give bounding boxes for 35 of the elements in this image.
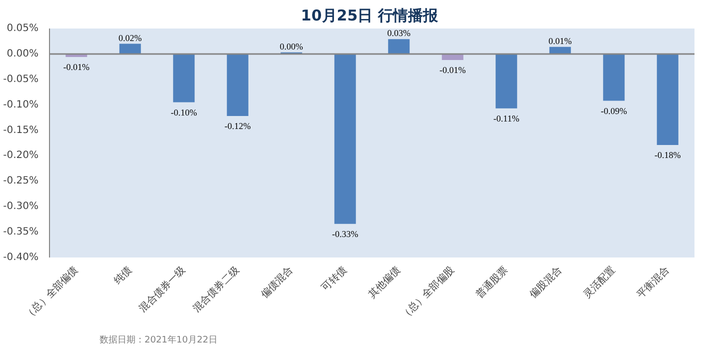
y-tick-label: -0.40% <box>3 252 39 263</box>
x-tick-label: （总）全部偏债 <box>22 264 80 322</box>
x-tick-label: 普通股票 <box>473 264 510 301</box>
data-label: 0.03% <box>387 28 411 38</box>
data-label: -0.09% <box>600 106 628 116</box>
data-label: -0.18% <box>654 150 682 160</box>
data-label: -0.01% <box>440 65 466 76</box>
y-tick-label: -0.25% <box>3 176 39 187</box>
data-label: -0.11% <box>493 113 520 124</box>
x-tick-label: 纯债 <box>111 264 134 287</box>
y-tick-label: -0.10% <box>3 99 39 110</box>
y-tick-label: -0.05% <box>3 74 39 85</box>
data-label: -0.10% <box>170 107 198 118</box>
x-tick-label: 偏债混合 <box>258 264 296 301</box>
data-label: -0.33% <box>332 228 359 239</box>
x-tick-label: 混合债券二级 <box>190 264 242 315</box>
text: 数据日期：2021年10月22日 <box>100 334 218 346</box>
y-tick-label: -0.15% <box>3 124 39 136</box>
x-tick-label: 混合债券一级 <box>136 264 188 315</box>
data-label: -0.01% <box>63 62 90 72</box>
data-label: -0.12% <box>224 121 252 132</box>
y-tick-label: -0.20% <box>3 150 39 162</box>
data-label: 0.02% <box>118 32 142 43</box>
x-tick-label: 其他偏债 <box>366 264 403 301</box>
y-tick-label: -0.30% <box>3 201 39 212</box>
y-tick-label: -0.35% <box>3 226 39 238</box>
x-tick-label: 可转债 <box>319 264 350 294</box>
y-tick-label: 0.00% <box>6 48 39 60</box>
data-label: 0.01% <box>548 36 572 46</box>
x-tick-label: 平衡混合 <box>634 264 672 301</box>
chart-title: 10月25日 行情播报 <box>300 6 439 24</box>
x-tick-label: 灵活配置 <box>580 264 618 301</box>
x-tick-label: 偏股混合 <box>527 264 564 301</box>
y-tick-label: 0.05% <box>6 23 39 34</box>
data-label: 0.00% <box>280 41 304 52</box>
